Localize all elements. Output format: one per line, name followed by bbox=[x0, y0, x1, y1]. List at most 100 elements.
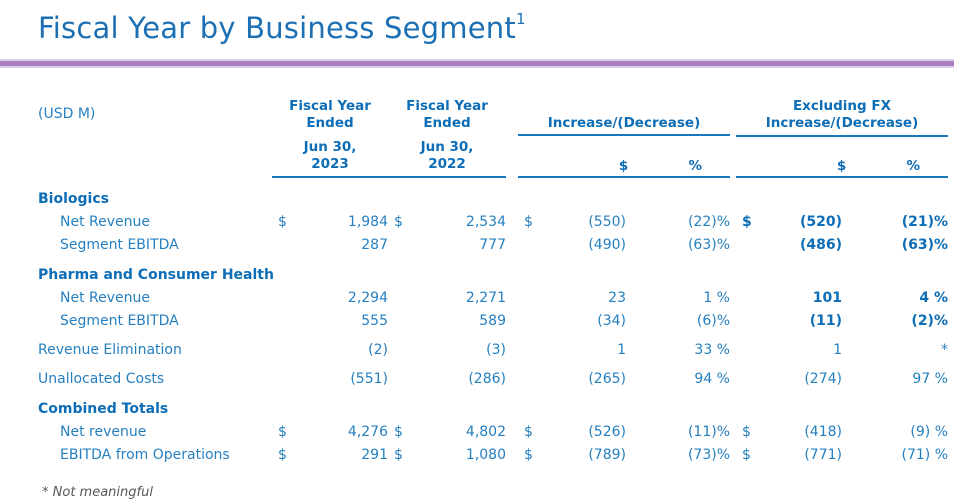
value-fy2023: (2) bbox=[368, 341, 388, 358]
row-label: Revenue Elimination bbox=[38, 341, 182, 358]
increase-title: Increase/(Decrease) bbox=[518, 115, 730, 136]
table-row: Revenue Elimination (2) (3) 1 33 % 1 * bbox=[38, 338, 948, 361]
fx-dollar-header: $ bbox=[836, 158, 847, 174]
footnote-not-meaningful: * Not meaningful bbox=[42, 485, 153, 500]
value-fy2022: 2,271 bbox=[465, 289, 506, 306]
table-body: Biologics Net Revenue $1,984 $2,534 $ (550) (2… bbox=[38, 178, 949, 466]
increase-percent-value: (6)% bbox=[696, 312, 730, 329]
fy2022-date-label: Jun 30, 2022 bbox=[420, 139, 474, 172]
increase-subheaders: $ % bbox=[518, 158, 730, 176]
fx-percent-header: % bbox=[906, 158, 920, 174]
fx-dollar-sign: $ bbox=[742, 446, 751, 463]
value-fy2022: 589 bbox=[479, 312, 506, 329]
fx-percent-value: (63)% bbox=[901, 236, 948, 253]
value-fy2023: 1,984 bbox=[347, 213, 388, 230]
fx-dollar-value: (486) bbox=[799, 236, 842, 253]
table-header: (USD M) Fiscal Year Ended Jun 30, 2023 F… bbox=[38, 98, 948, 178]
dollar-sign-fy2022: $ bbox=[394, 423, 403, 440]
value-fy2023: (551) bbox=[350, 370, 388, 387]
increase-percent-value: (11)% bbox=[687, 423, 730, 440]
row-label: Net revenue bbox=[60, 423, 147, 440]
column-header-increase: Increase/(Decrease) $ % bbox=[518, 98, 730, 178]
dollar-sign-fy2022: $ bbox=[394, 213, 403, 230]
increase-dollar-header: $ bbox=[618, 158, 629, 174]
dollar-sign-fy2023: $ bbox=[278, 423, 287, 440]
table-row: Unallocated Costs (551) (286) (265) 94 % (274… bbox=[38, 367, 948, 390]
row-label: Net Revenue bbox=[60, 289, 150, 306]
excluding-fx-title: Excluding FX Increase/(Decrease) bbox=[736, 98, 948, 137]
fx-dollar-value: (771) bbox=[804, 446, 842, 463]
dollar-sign-fy2023: $ bbox=[278, 446, 287, 463]
value-fy2023: 287 bbox=[361, 236, 388, 253]
value-fy2023: 291 bbox=[361, 446, 388, 463]
section-label: Combined Totals bbox=[38, 400, 169, 417]
fx-dollar-sign: $ bbox=[742, 423, 751, 440]
section-label: Pharma and Consumer Health bbox=[38, 266, 274, 283]
dollar-sign-fy2022: $ bbox=[394, 446, 403, 463]
table-row: Net Revenue $1,984 $2,534 $ (550) (22)% $ (520)… bbox=[38, 210, 948, 233]
table-row: Net revenue $4,276 $4,802 $ (526) (11)% $ (418)… bbox=[38, 420, 948, 443]
fx-dollar-value: 1 bbox=[833, 341, 842, 358]
increase-dollar-value: 1 bbox=[617, 341, 626, 358]
table-row: Net Revenue 2,294 2,271 23 1 % 101 4 % bbox=[38, 286, 948, 309]
increase-percent-value: 33 % bbox=[694, 341, 730, 358]
table-row: Segment EBITDA 555 589 (34) (6)% (11) (2)% bbox=[38, 309, 948, 332]
page-title: Fiscal Year by Business Segment1 bbox=[38, 10, 954, 45]
fx-percent-value: (71) % bbox=[901, 446, 949, 463]
fy2023-ended-label: Fiscal Year Ended bbox=[289, 98, 371, 131]
increase-percent-value: (22)% bbox=[687, 213, 730, 230]
segment-table: (USD M) Fiscal Year Ended Jun 30, 2023 F… bbox=[38, 98, 949, 466]
table-row: EBITDA from Operations $291 $1,080 $ (789) (7… bbox=[38, 443, 949, 466]
page-title-superscript: 1 bbox=[515, 10, 526, 28]
row-label: Segment EBITDA bbox=[60, 312, 179, 329]
increase-dollar-sign: $ bbox=[524, 423, 533, 440]
increase-dollar-value: (265) bbox=[588, 370, 626, 387]
value-fy2022: 2,534 bbox=[465, 213, 506, 230]
section-row: Pharma and Consumer Health bbox=[38, 263, 946, 286]
slide-page: Fiscal Year by Business Segment1 (USD M)… bbox=[0, 10, 954, 501]
value-fy2023: 4,276 bbox=[347, 423, 388, 440]
value-fy2022: (3) bbox=[486, 341, 506, 358]
increase-dollar-value: (550) bbox=[588, 213, 626, 230]
increase-dollar-value: (490) bbox=[588, 236, 626, 253]
increase-dollar-value: (789) bbox=[588, 446, 626, 463]
increase-dollar-value: (34) bbox=[597, 312, 626, 329]
row-label: EBITDA from Operations bbox=[60, 446, 230, 463]
fx-dollar-value: (418) bbox=[804, 423, 842, 440]
increase-percent-value: (73)% bbox=[687, 446, 730, 463]
title-divider bbox=[0, 59, 954, 68]
increase-percent-value: 1 % bbox=[703, 289, 730, 306]
increase-percent-header: % bbox=[688, 158, 702, 174]
fy2023-date-label: Jun 30, 2023 bbox=[303, 139, 357, 172]
fx-percent-value: * bbox=[941, 341, 948, 358]
fx-dollar-value: (274) bbox=[804, 370, 842, 387]
column-header-fy2023: Fiscal Year Ended Jun 30, 2023 bbox=[272, 98, 388, 178]
value-fy2022: 4,802 bbox=[465, 423, 506, 440]
value-fy2022: 1,080 bbox=[465, 446, 506, 463]
increase-dollar-value: (526) bbox=[588, 423, 626, 440]
row-label: Net Revenue bbox=[60, 213, 150, 230]
section-label: Biologics bbox=[38, 190, 109, 207]
increase-percent-value: (63)% bbox=[687, 236, 730, 253]
row-label: Segment EBITDA bbox=[60, 236, 179, 253]
row-label: Unallocated Costs bbox=[38, 370, 165, 387]
fx-dollar-value: (11) bbox=[809, 312, 842, 329]
column-header-fy2022: Fiscal Year Ended Jun 30, 2022 bbox=[388, 98, 506, 178]
footnote-asterisk-marker: * bbox=[42, 485, 49, 500]
section-row: Combined Totals bbox=[38, 397, 946, 420]
column-header-excluding-fx: Excluding FX Increase/(Decrease) $ % bbox=[736, 98, 948, 178]
fx-percent-value: (9) % bbox=[910, 423, 948, 440]
value-fy2022: 777 bbox=[479, 236, 506, 253]
increase-dollar-sign: $ bbox=[524, 446, 533, 463]
increase-percent-value: 94 % bbox=[694, 370, 730, 387]
page-title-text: Fiscal Year by Business Segment bbox=[38, 11, 516, 45]
dollar-sign-fy2023: $ bbox=[278, 213, 287, 230]
excluding-fx-subheaders: $ % bbox=[736, 158, 948, 176]
fx-dollar-value: 101 bbox=[812, 289, 842, 306]
section-row: Biologics bbox=[38, 187, 946, 210]
fx-percent-value: (2)% bbox=[911, 312, 948, 329]
table-row: Segment EBITDA 287 777 (490) (63)% (486) (63)% bbox=[38, 233, 948, 256]
fx-percent-value: (21)% bbox=[901, 213, 948, 230]
fx-percent-value: 97 % bbox=[912, 370, 948, 387]
value-fy2022: (286) bbox=[468, 370, 506, 387]
